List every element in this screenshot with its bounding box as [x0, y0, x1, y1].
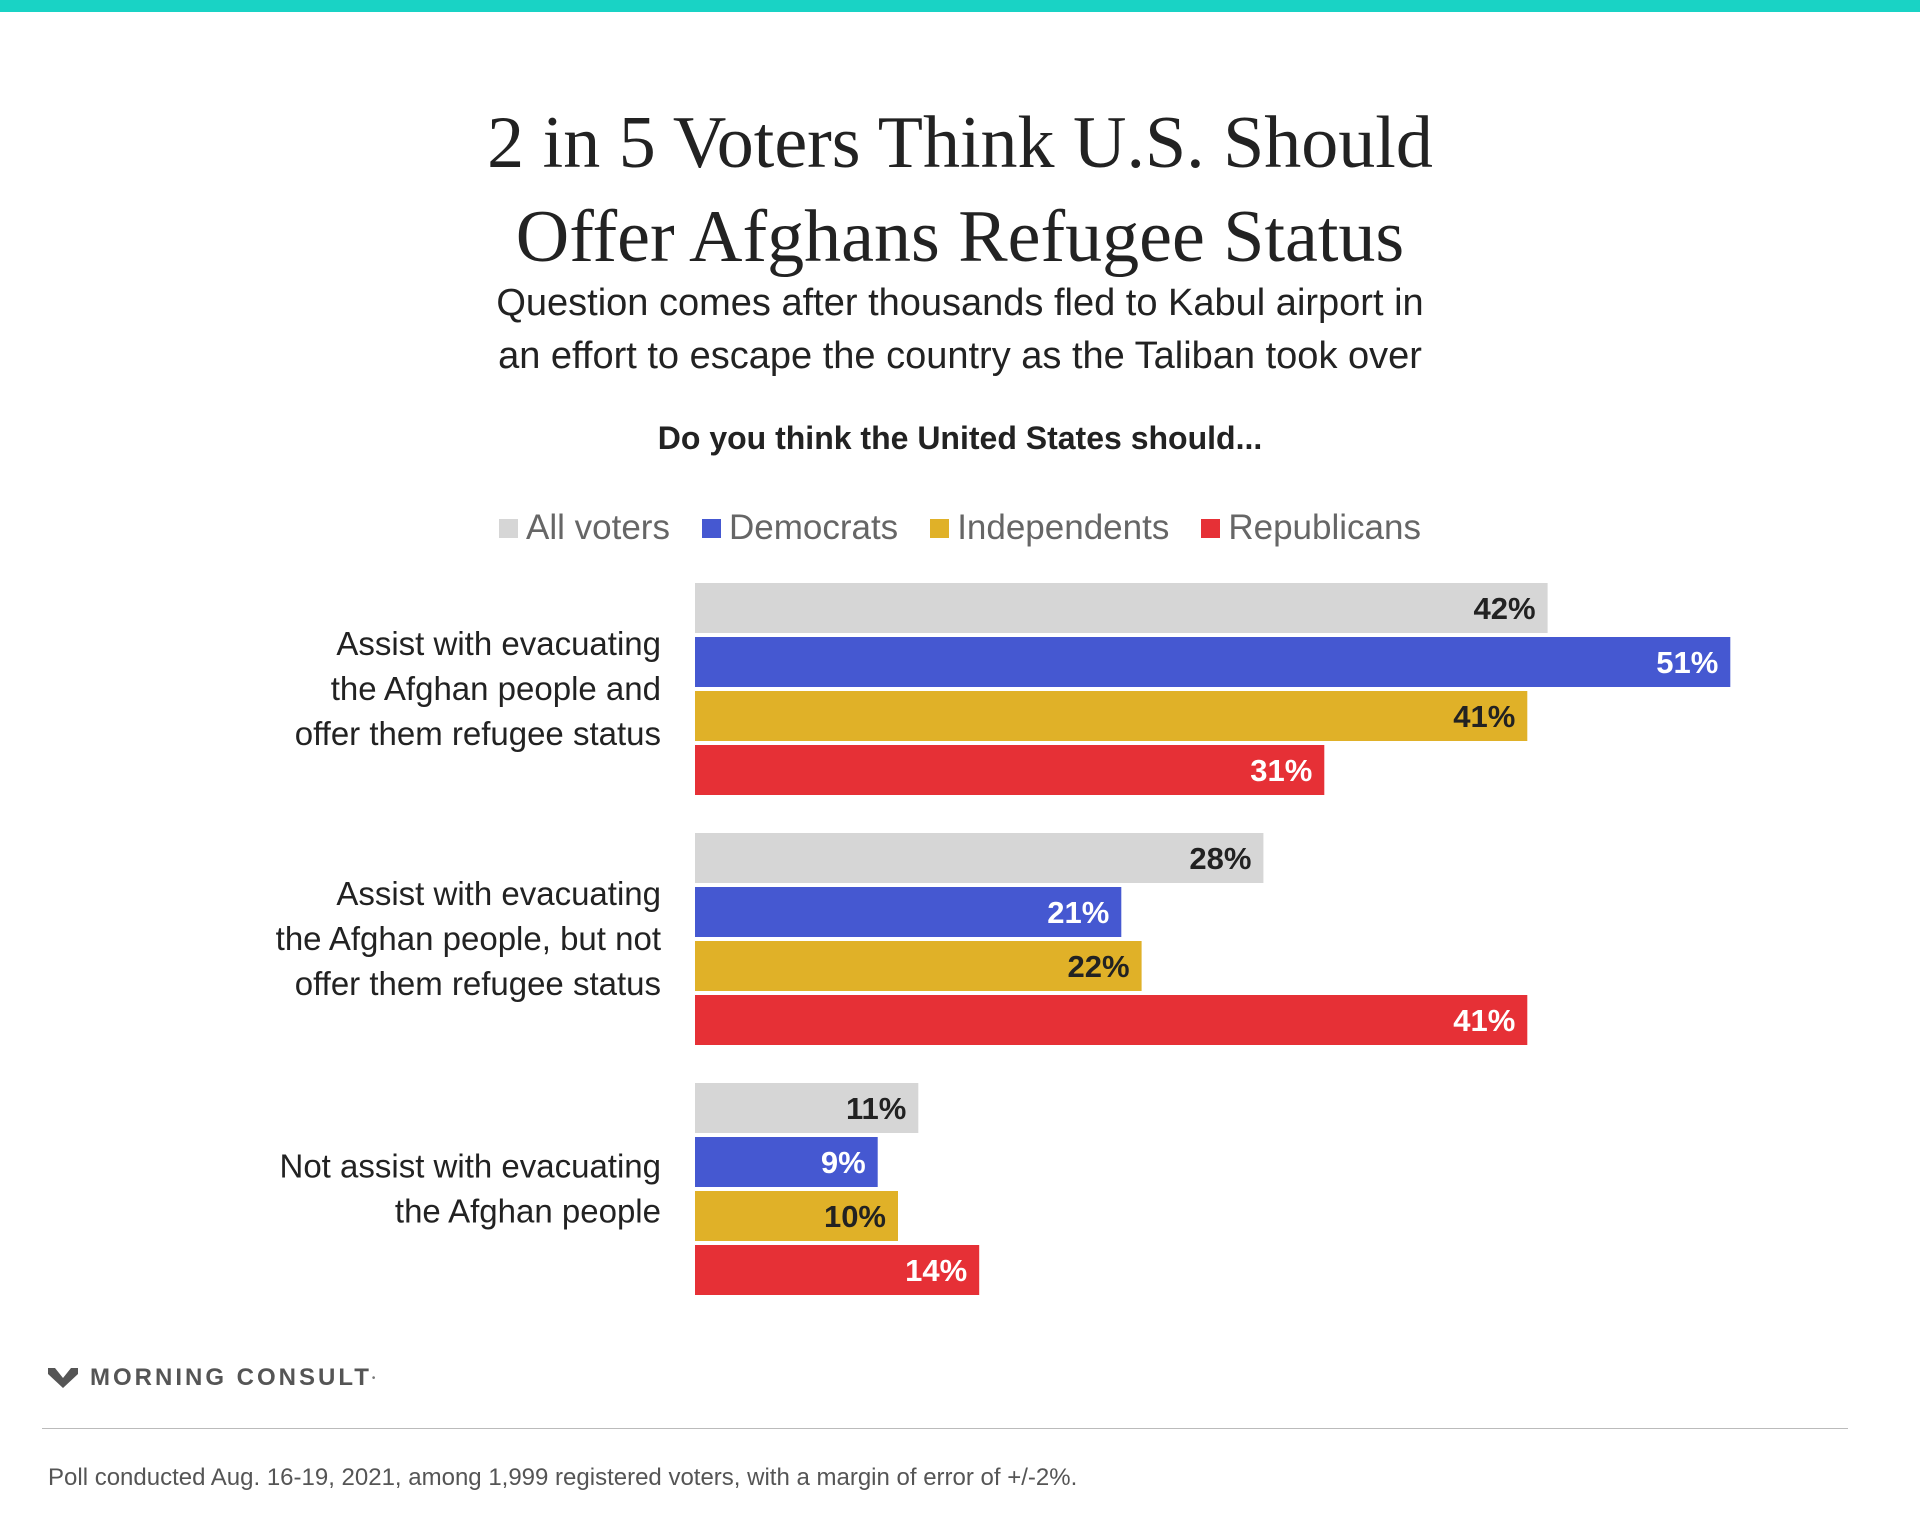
footer-divider: [42, 1428, 1848, 1429]
bar-all-voters: [695, 1083, 919, 1133]
category-label-line: offer them refugee status: [295, 965, 661, 1002]
category-label-line: the Afghan people, but not: [276, 920, 661, 957]
chart-subtitle-line-2: an effort to escape the country as the T…: [498, 335, 1422, 377]
bar-value-label: 28%: [1189, 841, 1251, 876]
bar-republicans: [695, 1245, 980, 1295]
category-label-line: Not assist with evacuating: [279, 1148, 661, 1185]
bar-all-voters: [695, 583, 1548, 633]
chart-legend: All voters Democrats Independents Republ…: [0, 508, 1920, 548]
legend-item-republicans: Republicans: [1201, 508, 1421, 548]
legend-item-democrats: Democrats: [701, 508, 899, 548]
legend-swatch-independents: [930, 518, 950, 538]
bar-value-label: 14%: [905, 1253, 967, 1288]
trademark-mark: •: [371, 1372, 376, 1384]
legend-item-all-voters: All voters: [499, 508, 670, 548]
legend-swatch-democrats: [701, 518, 721, 538]
bar-value-label: 11%: [846, 1091, 906, 1126]
category-label-line: the Afghan people: [395, 1193, 661, 1230]
category-label: Not assist with evacuating the Afghan peo…: [279, 1148, 661, 1230]
bar-value-label: 41%: [1453, 1003, 1515, 1038]
legend-label-all-voters: All voters: [526, 508, 670, 547]
legend-label-independents: Independents: [957, 508, 1170, 547]
bar-value-label: 42%: [1474, 591, 1536, 626]
bar-value-label: 22%: [1068, 949, 1130, 984]
bar-value-label: 9%: [821, 1145, 866, 1180]
bar-democrats: [695, 887, 1122, 937]
bar-republicans: [695, 995, 1528, 1045]
chart-subtitle: Question comes after thousands fled to K…: [0, 277, 1920, 383]
chart-subtitle-line-1: Question comes after thousands fled to K…: [496, 282, 1424, 324]
legend-label-democrats: Democrats: [728, 508, 899, 547]
legend-swatch-all-voters: [499, 518, 519, 538]
bar-independents: [695, 691, 1528, 741]
bar-value-label: 51%: [1656, 645, 1718, 680]
brand-logo: MORNING CONSULT •: [48, 1364, 375, 1392]
bar-independents: [695, 1191, 898, 1241]
bar-republicans: [695, 745, 1325, 795]
bar-independents: [695, 941, 1142, 991]
category-label-line: offer them refugee status: [295, 715, 661, 752]
morning-consult-logo-icon: [48, 1368, 78, 1388]
survey-question: Do you think the United States should...: [657, 420, 1263, 456]
bar-democrats: [695, 1137, 878, 1187]
brand-name: MORNING CONSULT: [90, 1364, 372, 1391]
chart-title-line-2: Offer Afghans Refugee Status: [515, 196, 1405, 278]
category-label: Assist with evacuating the Afghan people …: [295, 625, 661, 752]
bar-democrats: [695, 637, 1731, 687]
category-label-line: the Afghan people and: [331, 670, 661, 707]
legend-swatch-republicans: [1201, 518, 1221, 538]
bar-value-label: 10%: [824, 1199, 886, 1234]
bar-value-label: 41%: [1453, 699, 1515, 734]
category-label-line: Assist with evacuating: [336, 625, 661, 662]
category-label-line: Assist with evacuating: [336, 875, 661, 912]
bar-all-voters: [695, 833, 1264, 883]
legend-label-republicans: Republicans: [1228, 508, 1421, 547]
chart-title: 2 in 5 Voters Think U.S. Should Offer Af…: [0, 96, 1920, 284]
bar-chart: Assist with evacuating the Afghan people …: [276, 583, 1731, 1295]
top-accent-bar: [0, 0, 1920, 12]
chart-title-line-1: 2 in 5 Voters Think U.S. Should: [487, 102, 1433, 184]
bar-value-label: 21%: [1047, 895, 1109, 930]
poll-footnote: Poll conducted Aug. 16-19, 2021, among 1…: [48, 1464, 1078, 1491]
category-label: Assist with evacuating the Afghan people,…: [276, 875, 661, 1002]
bar-value-label: 31%: [1250, 753, 1312, 788]
legend-item-independents: Independents: [930, 508, 1169, 548]
